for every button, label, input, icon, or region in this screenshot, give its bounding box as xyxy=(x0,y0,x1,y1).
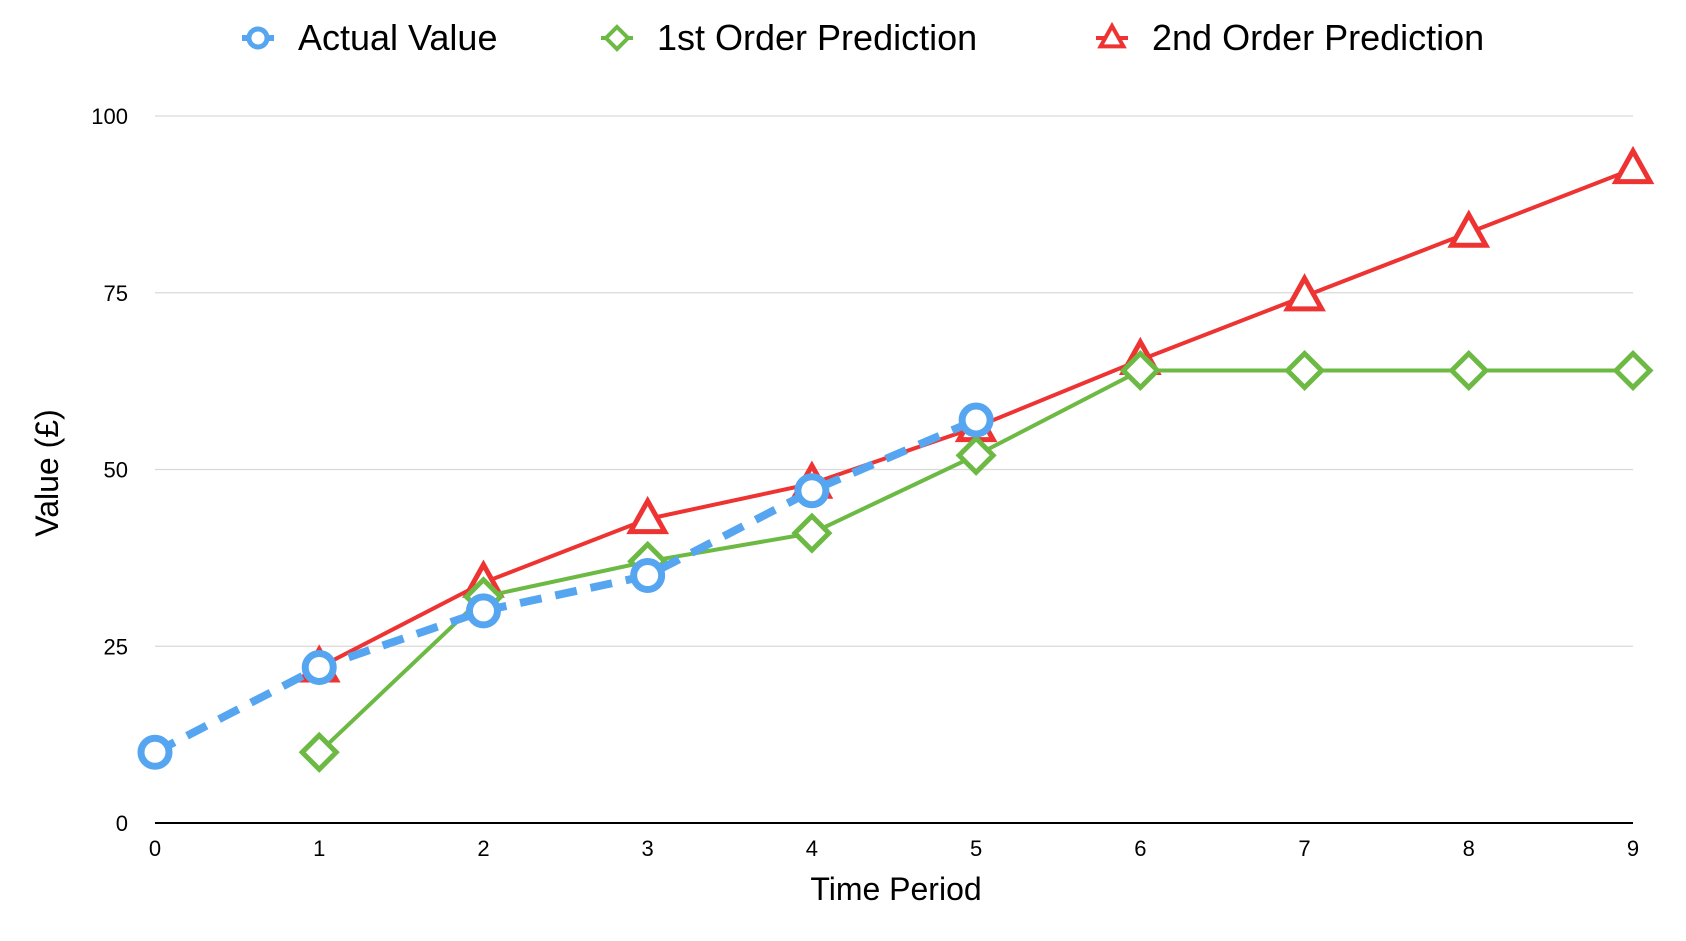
x-tick-label: 1 xyxy=(313,836,325,861)
data-point xyxy=(626,495,670,535)
y-tick-label: 100 xyxy=(91,104,128,129)
y-tick-label: 50 xyxy=(104,458,128,483)
legend-label: 2nd Order Prediction xyxy=(1152,17,1484,58)
legend-item: 2nd Order Prediction xyxy=(1096,17,1484,58)
legend-label: Actual Value xyxy=(298,17,497,58)
x-axis-title: Time Period xyxy=(810,871,981,907)
data-point xyxy=(958,402,994,438)
data-point xyxy=(137,734,173,770)
legend-swatch-marker xyxy=(246,26,270,50)
axes: 0 25 50 75 100 0 1 2 3 4 5 6 7 8 9 xyxy=(91,104,1639,861)
legend-swatch-marker xyxy=(1097,21,1127,49)
x-tick-label: 8 xyxy=(1463,836,1475,861)
data-point xyxy=(301,649,337,685)
x-tick-label: 7 xyxy=(1298,836,1310,861)
series-lines xyxy=(137,145,1655,773)
data-point xyxy=(791,512,833,554)
x-tick-label: 5 xyxy=(970,836,982,861)
gridlines xyxy=(155,115,1633,647)
x-tick-label: 2 xyxy=(477,836,489,861)
x-tick-label: 0 xyxy=(149,836,161,861)
series-circle-group xyxy=(137,402,994,770)
data-point xyxy=(1612,349,1654,392)
x-tick-label: 4 xyxy=(806,836,818,861)
data-point xyxy=(1448,349,1490,392)
data-point xyxy=(1119,349,1161,392)
legend-swatch-marker xyxy=(603,24,631,52)
x-tick-label: 3 xyxy=(642,836,654,861)
data-point xyxy=(1283,273,1326,312)
x-tick-label: 9 xyxy=(1627,836,1639,861)
y-tick-label: 25 xyxy=(104,634,128,659)
legend-item: 1st Order Prediction xyxy=(601,17,977,58)
data-point xyxy=(1284,349,1326,392)
y-tick-label: 75 xyxy=(104,281,128,306)
data-point xyxy=(298,731,340,773)
data-point xyxy=(465,593,501,629)
data-point xyxy=(1611,145,1655,185)
legend: Actual Value 1st Order Prediction 2nd Orde… xyxy=(242,17,1484,58)
data-point xyxy=(630,558,666,594)
y-axis-title: Value (£) xyxy=(29,409,65,536)
series-line xyxy=(153,416,978,756)
data-point xyxy=(955,434,997,476)
x-tick-label: 6 xyxy=(1134,836,1146,861)
y-tick-label: 0 xyxy=(116,811,128,836)
legend-item: Actual Value xyxy=(242,17,497,58)
data-point xyxy=(1447,209,1491,248)
legend-label: 1st Order Prediction xyxy=(657,17,977,58)
data-point xyxy=(794,473,830,509)
